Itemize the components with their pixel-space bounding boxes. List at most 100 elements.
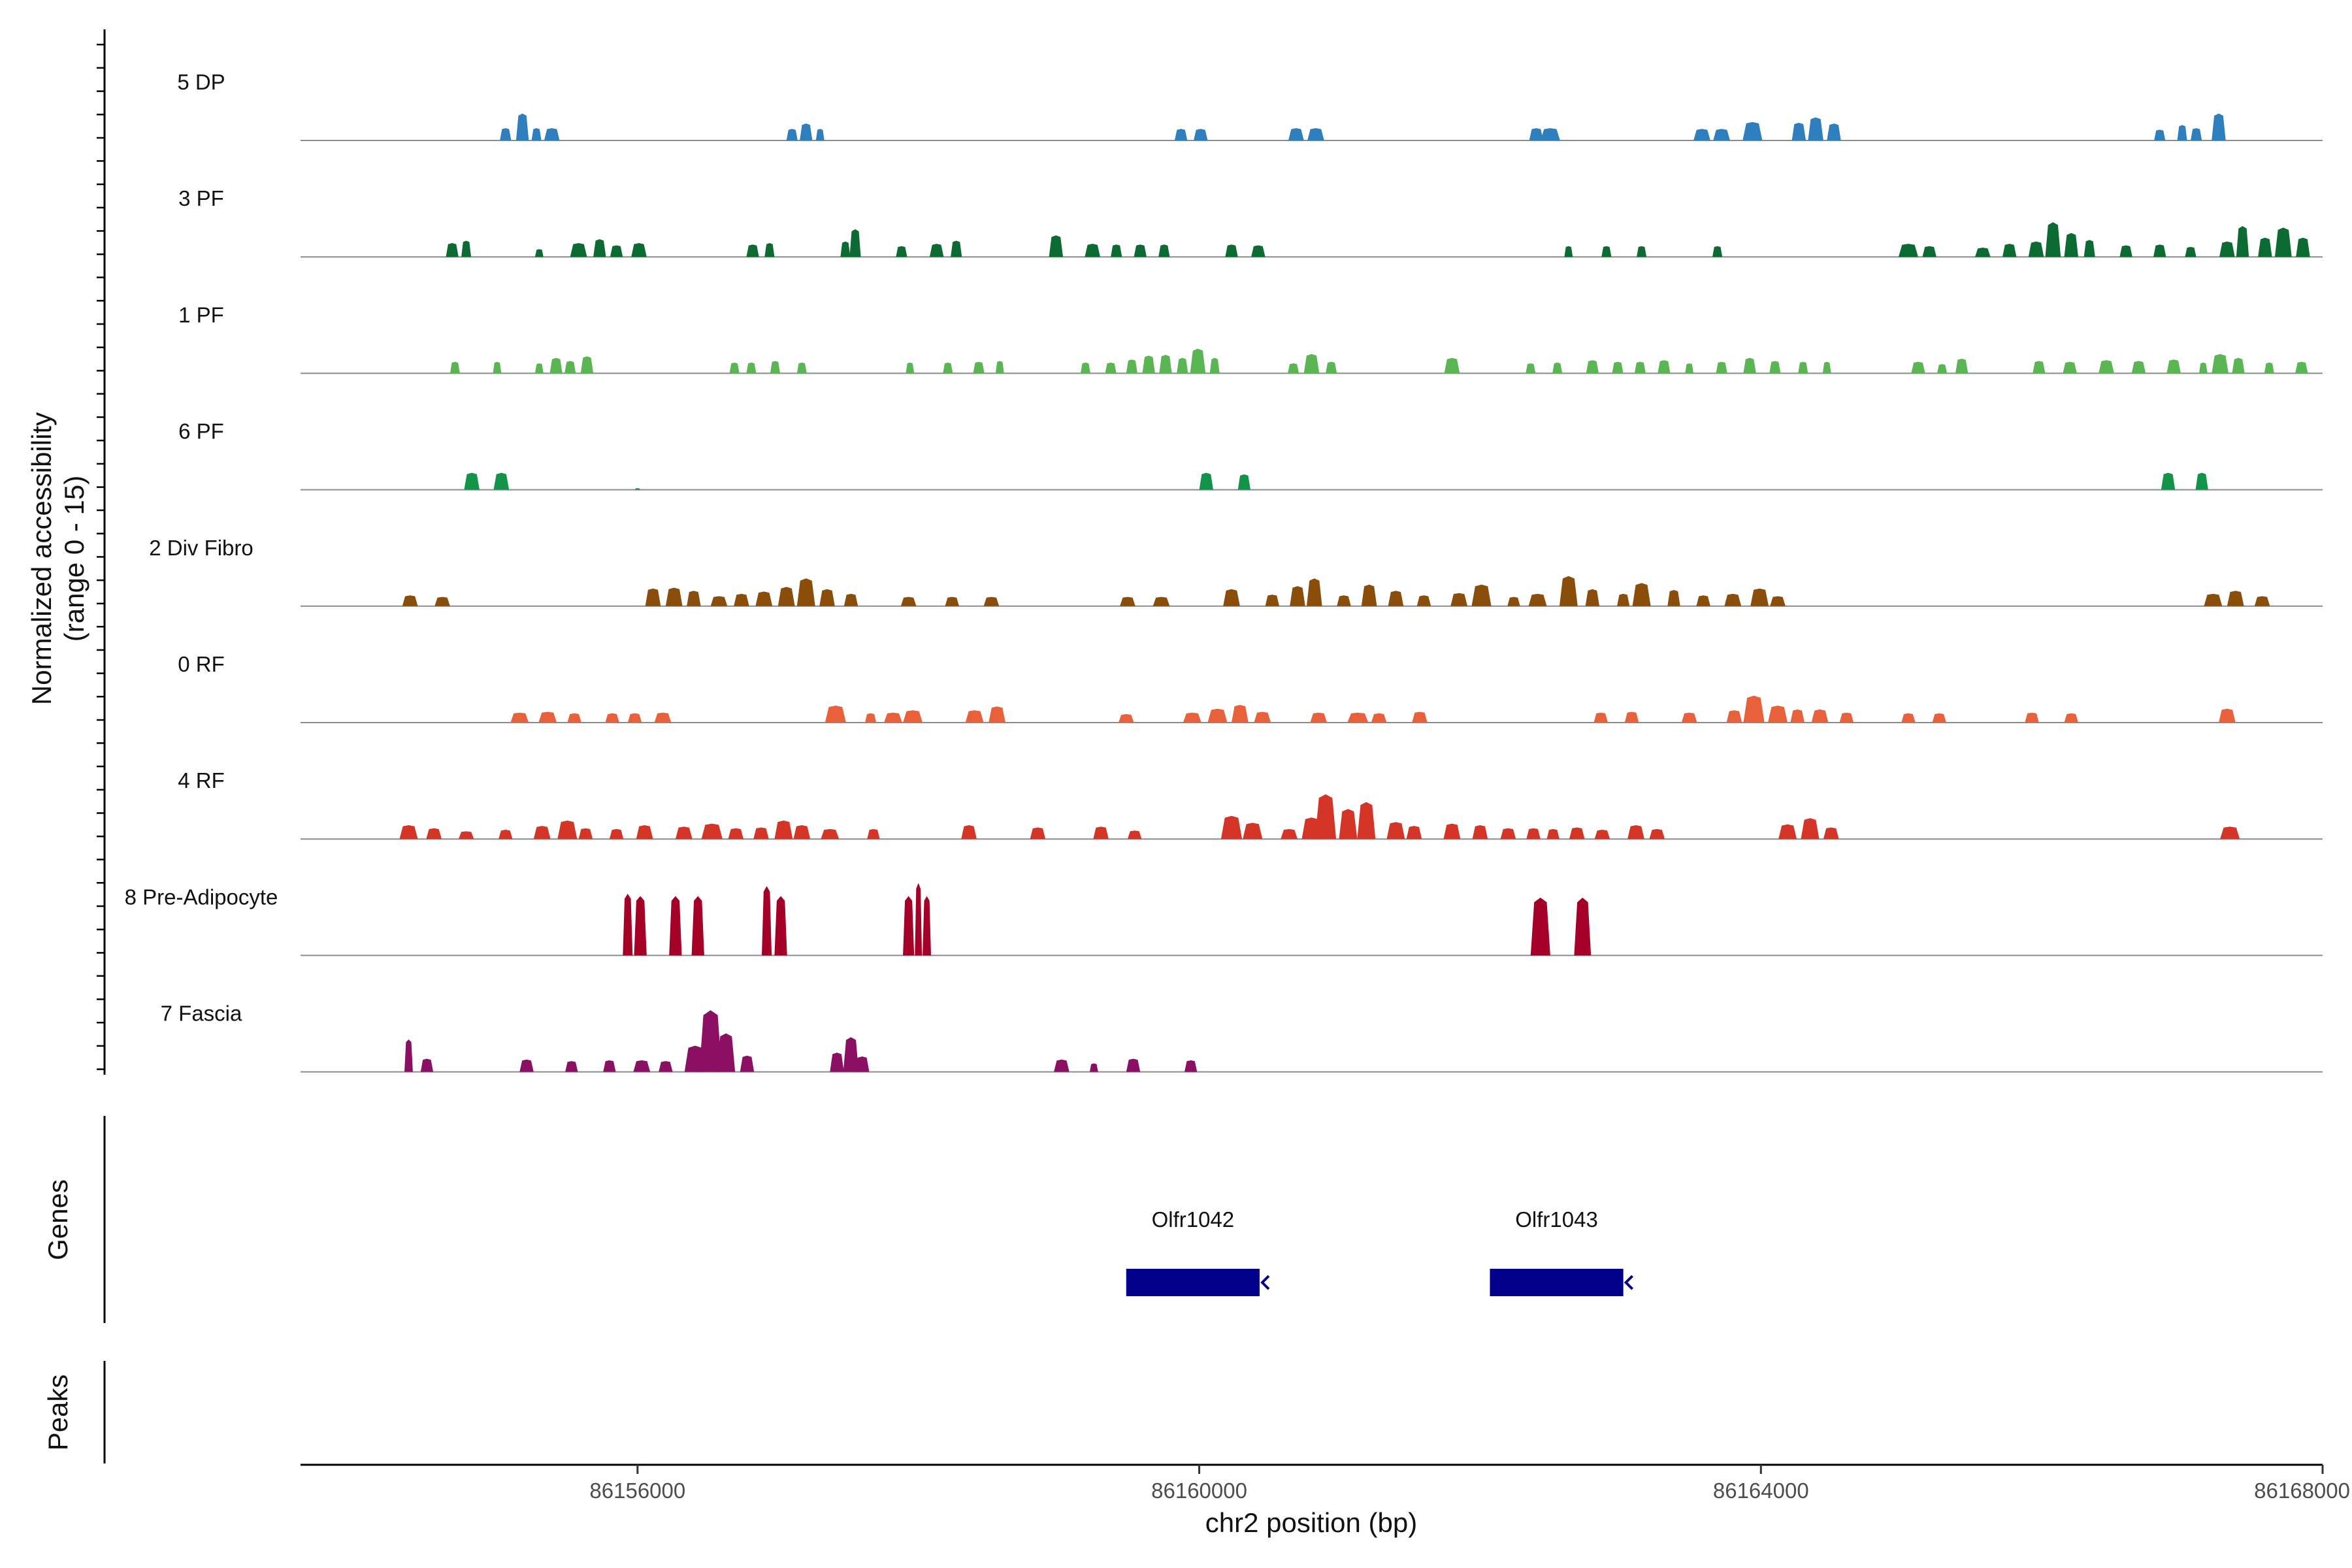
track-label: 1 PF: [178, 302, 224, 327]
coverage-peak: [825, 706, 846, 723]
coverage-peak: [945, 596, 959, 606]
coverage-peak: [753, 827, 769, 840]
coverage-peak: [2083, 240, 2095, 257]
coverage-peak: [1265, 595, 1280, 606]
coverage-peak: [1223, 589, 1240, 606]
coverage-peak: [929, 244, 944, 257]
coverage-peak: [800, 123, 813, 140]
coverage-peak: [544, 128, 560, 140]
track-label: 7 Fascia: [161, 1002, 242, 1026]
coverage-peak: [1158, 244, 1170, 257]
coverage-peak: [734, 593, 749, 606]
gene-olfr1043: Olfr1043: [1490, 1207, 1634, 1296]
coverage-peak: [1693, 129, 1710, 140]
coverage-peak: [796, 578, 815, 606]
coverage-peak: [1049, 235, 1064, 257]
coverage-peak: [2119, 245, 2132, 257]
coverage-peak: [2220, 826, 2240, 840]
coverage-peak: [1685, 363, 1694, 374]
coverage-peak: [988, 706, 1005, 723]
coverage-peak: [2153, 244, 2166, 257]
coverage-peak: [961, 825, 977, 840]
coverage-peak: [1634, 361, 1646, 374]
coverage-peak: [1955, 359, 1968, 374]
coverage-peak: [2028, 241, 2044, 257]
coverage-peak: [1290, 586, 1305, 606]
coverage-peak: [855, 1056, 870, 1072]
coverage-peak: [1220, 815, 1243, 840]
coverage-peak: [1811, 709, 1829, 723]
coverage-peak: [1649, 828, 1665, 840]
coverage-peak: [1406, 826, 1422, 840]
coverage-peak: [1472, 825, 1488, 840]
coverage-peak: [593, 239, 606, 257]
coverage-peak: [1712, 246, 1723, 257]
coverage-peak: [2236, 226, 2249, 257]
coverage-peak: [1546, 828, 1560, 840]
coverage-peak: [1564, 246, 1573, 257]
coverage-peak: [1126, 1058, 1141, 1072]
coverage-peak: [740, 1055, 755, 1072]
coverage-peak: [1822, 361, 1831, 374]
coverage-peak: [923, 896, 931, 956]
coverage-peak: [1347, 712, 1369, 723]
coverage-peak: [1089, 1063, 1098, 1072]
coverage-peak: [1528, 593, 1547, 606]
gene-body: [1490, 1269, 1624, 1296]
y-axis-subtitle: (range 0 - 15): [59, 476, 90, 642]
coverage-peak: [2002, 244, 2017, 257]
coverage-peak: [796, 362, 807, 374]
coverage-peak: [1209, 357, 1220, 374]
coverage-peak: [1126, 359, 1137, 374]
coverage-peak: [900, 596, 917, 606]
coverage-peak: [1388, 591, 1404, 606]
coverage-peak: [2212, 353, 2229, 374]
coverage-peak: [402, 595, 418, 606]
coverage-peak: [2227, 591, 2244, 606]
gene-label: Olfr1042: [1152, 1207, 1235, 1232]
coverage-peak: [1768, 706, 1788, 723]
track-label: 3 PF: [178, 186, 224, 210]
coverage-peak: [1743, 357, 1756, 374]
coverage-peak: [1288, 128, 1304, 140]
gene-label: Olfr1043: [1515, 1207, 1598, 1232]
coverage-peak: [1416, 595, 1431, 606]
strand-arrow-icon: [1624, 1275, 1634, 1290]
track-1-pf: 1 PF: [178, 302, 2323, 374]
coverage-peak: [498, 830, 513, 840]
coverage-peak: [2296, 237, 2310, 257]
coverage-peak: [746, 362, 757, 374]
coverage-peak: [623, 894, 633, 956]
coverage-peak: [493, 361, 502, 374]
coverage-peak: [493, 472, 510, 490]
track-label: 5 DP: [177, 70, 225, 94]
coverage-peak: [717, 1033, 736, 1072]
coverage-peak: [1119, 714, 1134, 723]
coverage-peak: [2274, 227, 2292, 257]
coverage-peak: [729, 362, 740, 374]
coverage-peak: [1184, 1060, 1198, 1072]
coverage-peak: [840, 241, 851, 257]
coverage-peak: [830, 1053, 844, 1072]
coverage-peak: [449, 361, 460, 374]
coverage-peak: [634, 488, 641, 490]
coverage-peak: [774, 896, 787, 956]
coverage-peak: [500, 128, 512, 140]
track-3-pf: 3 PF: [178, 186, 2323, 258]
coverage-peak: [2064, 713, 2078, 723]
coverage-peak: [691, 896, 704, 956]
coverage-peak: [815, 129, 825, 140]
coverage-peak: [1743, 695, 1765, 723]
coverage-peak: [1632, 583, 1651, 606]
coverage-peak: [755, 591, 773, 606]
coverage-peak: [2212, 113, 2226, 140]
coverage-peak: [531, 128, 542, 140]
coverage-peak: [1093, 826, 1109, 840]
coverage-peak: [943, 362, 953, 374]
coverage-peak: [786, 129, 798, 140]
coverage-peak: [565, 1061, 578, 1072]
coverage-peak: [1105, 362, 1117, 374]
coverage-peak: [1412, 711, 1428, 723]
